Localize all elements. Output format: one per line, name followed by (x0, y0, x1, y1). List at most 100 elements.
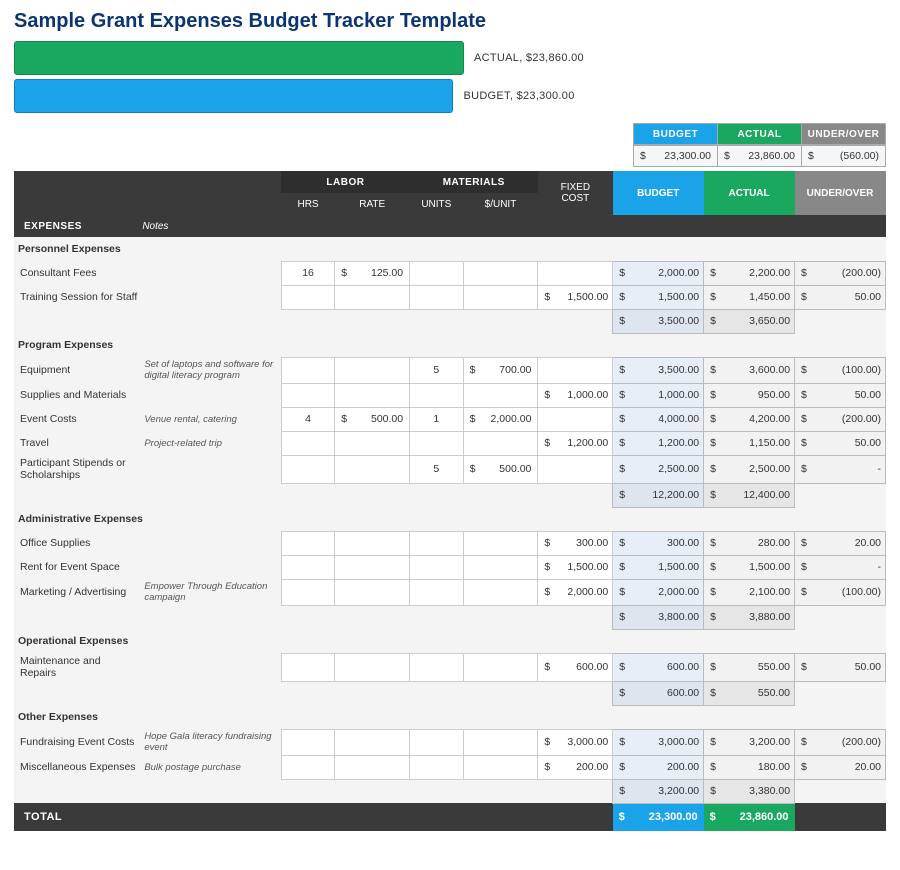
cell-fixed[interactable]: $1,000.00 (538, 383, 613, 407)
cell-under-over: $50.00 (795, 431, 886, 455)
cell-actual: $1,150.00 (704, 431, 795, 455)
row-name: Training Session for Staff (14, 285, 142, 309)
cell-fixed[interactable] (538, 455, 613, 483)
subtotal-row: $12,200.00$12,400.00 (14, 483, 886, 507)
cell-units[interactable] (410, 285, 463, 309)
cell-fixed[interactable]: $1,500.00 (538, 555, 613, 579)
cell-hrs[interactable] (281, 555, 334, 579)
cell-hrs[interactable] (281, 357, 334, 383)
bar-budget-label: BUDGET, $23,300.00 (463, 90, 574, 102)
cell-rate[interactable] (335, 531, 410, 555)
hdr-budget: BUDGET (613, 171, 704, 215)
cell-hrs[interactable] (281, 285, 334, 309)
cell-per-unit[interactable] (463, 555, 538, 579)
cell-per-unit[interactable]: $500.00 (463, 455, 538, 483)
cell-per-unit[interactable]: $700.00 (463, 357, 538, 383)
cell-per-unit[interactable] (463, 729, 538, 755)
cell-per-unit[interactable]: $2,000.00 (463, 407, 538, 431)
cell-per-unit[interactable] (463, 579, 538, 605)
hdr-rate: RATE (335, 193, 410, 215)
cell-units[interactable] (410, 555, 463, 579)
cell-units[interactable]: 1 (410, 407, 463, 431)
cell-budget: $300.00 (613, 531, 704, 555)
cell-per-unit[interactable] (463, 755, 538, 779)
cell-per-unit[interactable] (463, 261, 538, 285)
subtotal-budget: $12,200.00 (613, 483, 704, 507)
cell-actual: $950.00 (704, 383, 795, 407)
hdr-labor: LABOR (281, 171, 409, 193)
row-notes: Empower Through Education campaign (142, 579, 281, 605)
grand-actual: $23,860.00 (704, 803, 795, 831)
cell-rate[interactable] (335, 579, 410, 605)
cell-actual: $3,600.00 (704, 357, 795, 383)
cell-rate[interactable] (335, 431, 410, 455)
cell-units[interactable] (410, 579, 463, 605)
cell-units[interactable] (410, 261, 463, 285)
cell-hrs[interactable]: 4 (281, 407, 334, 431)
cell-per-unit[interactable] (463, 531, 538, 555)
cell-rate[interactable]: $500.00 (335, 407, 410, 431)
cell-actual: $2,500.00 (704, 455, 795, 483)
cell-units[interactable]: 5 (410, 357, 463, 383)
cell-fixed[interactable]: $1,200.00 (538, 431, 613, 455)
hdr-expenses: EXPENSES (14, 215, 142, 237)
cell-rate[interactable] (335, 555, 410, 579)
cell-hrs[interactable] (281, 455, 334, 483)
cell-per-unit[interactable] (463, 285, 538, 309)
table-row: Training Session for Staff$1,500.00$1,50… (14, 285, 886, 309)
table-row: Fundraising Event CostsHope Gala literac… (14, 729, 886, 755)
cell-per-unit[interactable] (463, 653, 538, 681)
cell-rate[interactable]: $125.00 (335, 261, 410, 285)
cell-fixed[interactable]: $300.00 (538, 531, 613, 555)
row-notes (142, 555, 281, 579)
cell-rate[interactable] (335, 653, 410, 681)
section-head: Other Expenses (14, 705, 886, 729)
cell-units[interactable] (410, 431, 463, 455)
cell-hrs[interactable] (281, 531, 334, 555)
cell-hrs[interactable] (281, 653, 334, 681)
cell-units[interactable] (410, 383, 463, 407)
cell-hrs[interactable] (281, 579, 334, 605)
cell-actual: $2,100.00 (704, 579, 795, 605)
row-name: Equipment (14, 357, 142, 383)
table-row: TravelProject-related trip$1,200.00$1,20… (14, 431, 886, 455)
subtotal-row: $3,800.00$3,880.00 (14, 605, 886, 629)
cell-rate[interactable] (335, 285, 410, 309)
cell-fixed[interactable]: $3,000.00 (538, 729, 613, 755)
cell-units[interactable] (410, 531, 463, 555)
cell-hrs[interactable] (281, 755, 334, 779)
cell-fixed[interactable]: $600.00 (538, 653, 613, 681)
cell-per-unit[interactable] (463, 383, 538, 407)
cell-rate[interactable] (335, 357, 410, 383)
cell-fixed[interactable]: $200.00 (538, 755, 613, 779)
subtotal-budget: $3,500.00 (613, 309, 704, 333)
cell-hrs[interactable] (281, 431, 334, 455)
cell-under-over: $(100.00) (795, 579, 886, 605)
table-row: Marketing / AdvertisingEmpower Through E… (14, 579, 886, 605)
cell-units[interactable]: 5 (410, 455, 463, 483)
cell-fixed[interactable] (538, 407, 613, 431)
cell-fixed[interactable]: $1,500.00 (538, 285, 613, 309)
cell-hrs[interactable] (281, 729, 334, 755)
cell-under-over: $(200.00) (795, 407, 886, 431)
page-title: Sample Grant Expenses Budget Tracker Tem… (14, 10, 886, 33)
cell-fixed[interactable] (538, 261, 613, 285)
cell-hrs[interactable] (281, 383, 334, 407)
cell-units[interactable] (410, 729, 463, 755)
row-name: Miscellaneous Expenses (14, 755, 142, 779)
cell-rate[interactable] (335, 455, 410, 483)
cell-rate[interactable] (335, 729, 410, 755)
cell-rate[interactable] (335, 755, 410, 779)
cell-under-over: $- (795, 555, 886, 579)
cell-units[interactable] (410, 755, 463, 779)
row-name: Office Supplies (14, 531, 142, 555)
cell-budget: $2,500.00 (613, 455, 704, 483)
cell-fixed[interactable]: $2,000.00 (538, 579, 613, 605)
cell-per-unit[interactable] (463, 431, 538, 455)
cell-actual: $2,200.00 (704, 261, 795, 285)
cell-fixed[interactable] (538, 357, 613, 383)
cell-rate[interactable] (335, 383, 410, 407)
cell-hrs[interactable]: 16 (281, 261, 334, 285)
cell-units[interactable] (410, 653, 463, 681)
row-notes (142, 285, 281, 309)
